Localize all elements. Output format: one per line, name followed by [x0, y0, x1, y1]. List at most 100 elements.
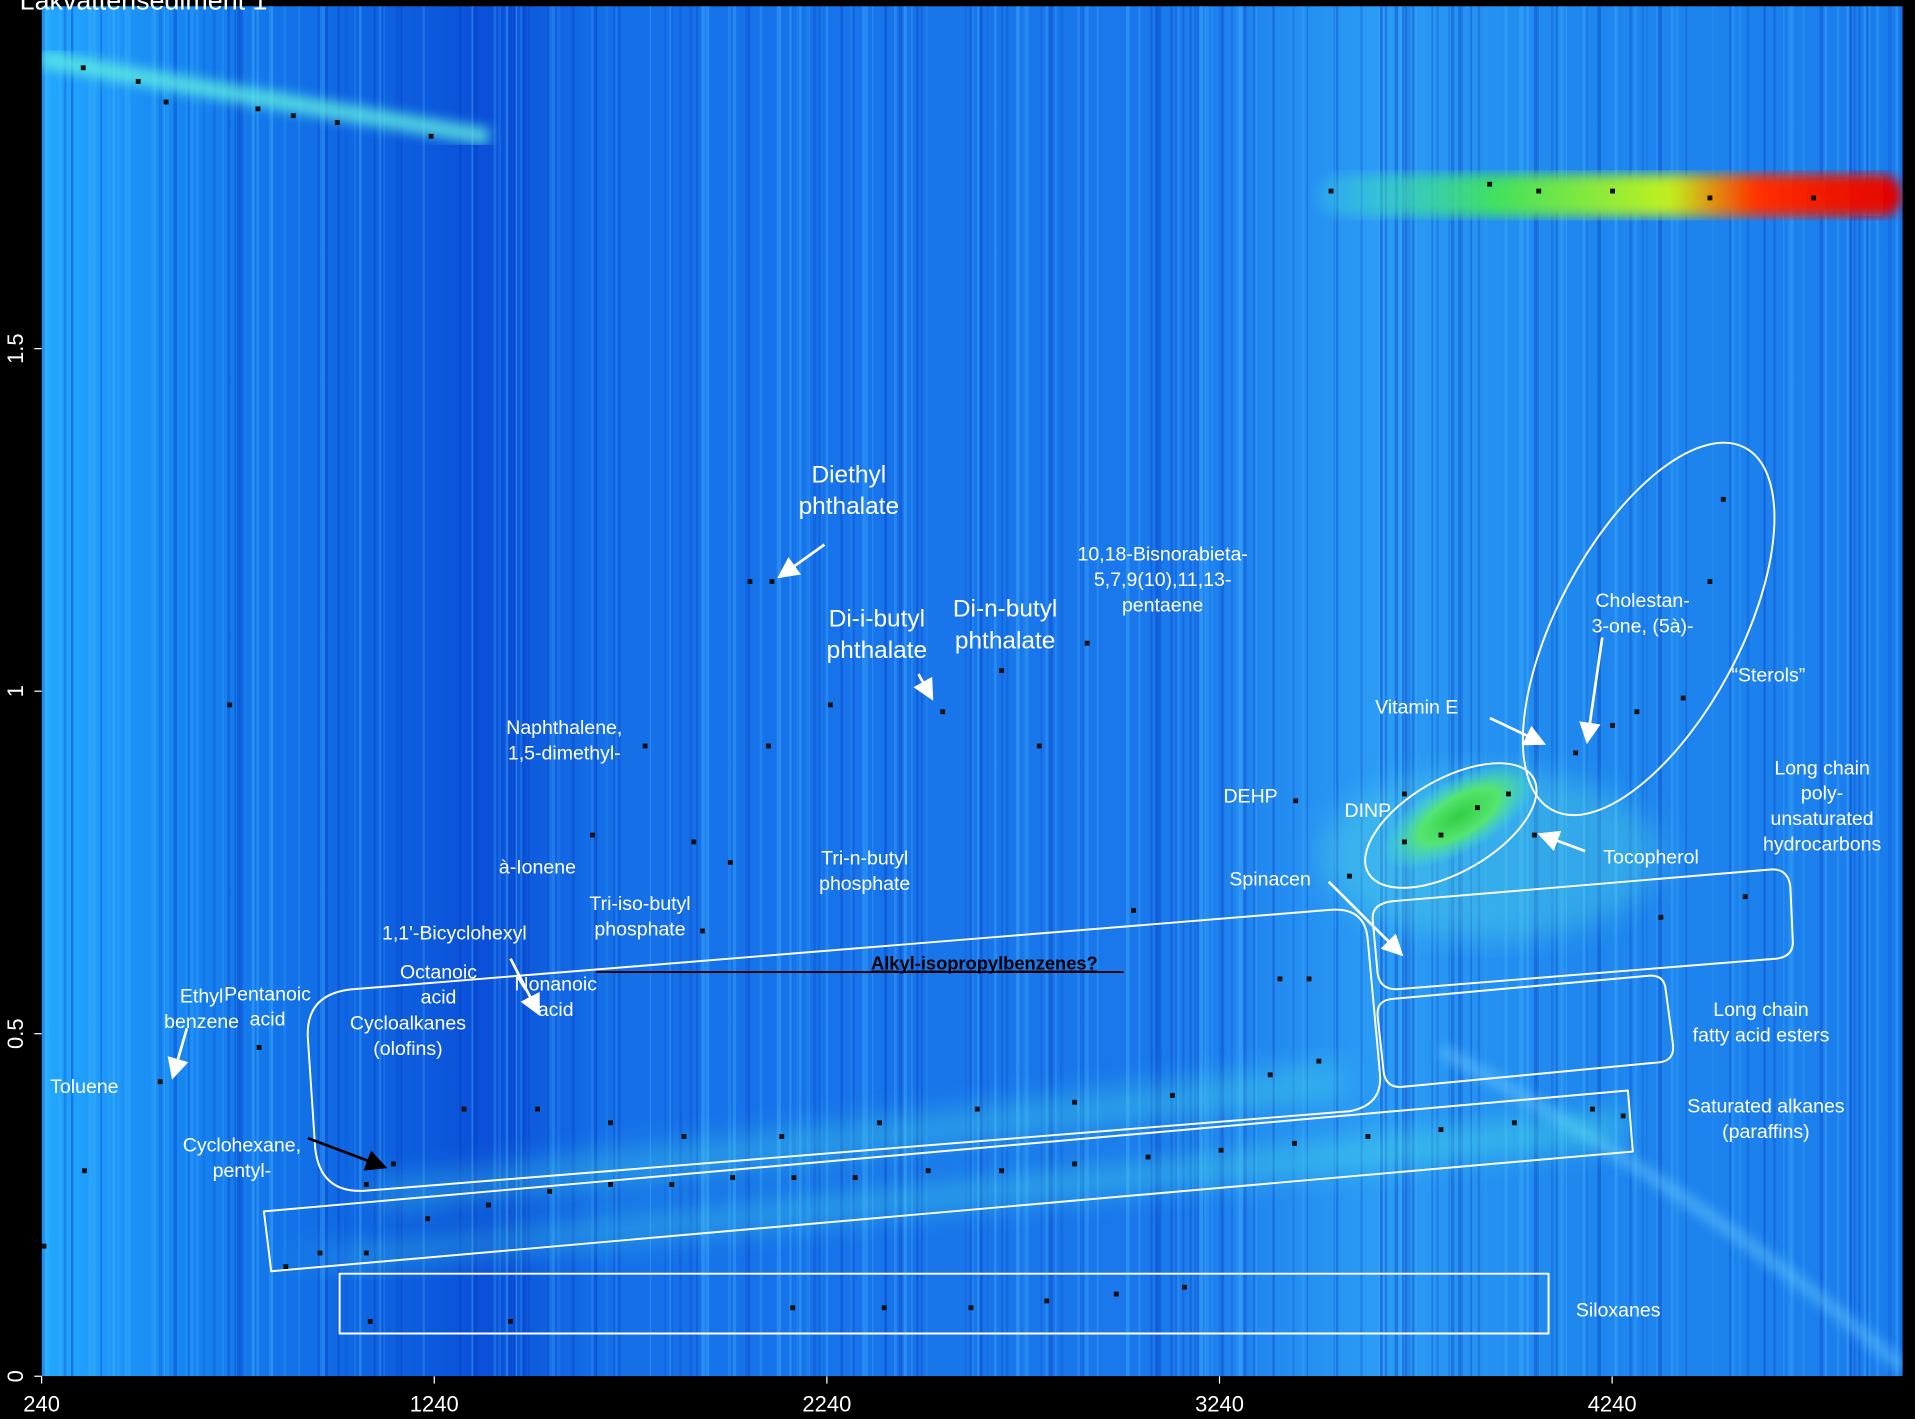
- streak: [222, 6, 225, 1377]
- streak: [1460, 6, 1463, 1377]
- streak: [1169, 6, 1174, 1377]
- peak: [1347, 873, 1352, 879]
- peak: [1658, 914, 1664, 920]
- y-axis-band: [0, 0, 42, 1419]
- streak: [732, 6, 737, 1377]
- streak: [1656, 6, 1658, 1377]
- peak: [1267, 1072, 1273, 1078]
- annotation: Tocopherol: [1603, 847, 1698, 869]
- streak: [1150, 6, 1153, 1377]
- streak: [593, 6, 598, 1377]
- streak: [1450, 6, 1455, 1377]
- streak: [1086, 6, 1089, 1377]
- streak: [820, 6, 823, 1377]
- streak: [1199, 6, 1203, 1377]
- streak: [381, 6, 383, 1377]
- peak: [425, 1216, 431, 1222]
- peak: [1475, 805, 1480, 811]
- streak: [283, 6, 287, 1377]
- streak: [400, 6, 403, 1377]
- streak: [903, 6, 907, 1377]
- peak: [608, 1181, 613, 1187]
- streak: [63, 6, 67, 1377]
- streak: [1404, 6, 1408, 1377]
- streak: [1253, 6, 1256, 1377]
- streak: [798, 6, 802, 1377]
- streak: [188, 6, 190, 1377]
- streak: [422, 6, 425, 1377]
- peak: [485, 1202, 491, 1208]
- annotation: Ethyl benzene: [164, 986, 239, 1033]
- streak: [1729, 6, 1732, 1377]
- streak: [1333, 6, 1336, 1377]
- streak: [547, 6, 549, 1377]
- peak: [157, 1079, 163, 1085]
- streak: [1863, 6, 1867, 1377]
- streak: [796, 6, 799, 1377]
- peak: [999, 1168, 1005, 1174]
- peak: [1438, 1127, 1444, 1133]
- peak: [334, 120, 340, 126]
- streak: [552, 6, 555, 1377]
- peak: [1292, 1140, 1297, 1146]
- streak: [779, 6, 782, 1377]
- streak: [1824, 6, 1827, 1377]
- streak: [324, 6, 329, 1377]
- peak: [1145, 1154, 1151, 1160]
- streak: [759, 6, 763, 1377]
- streak: [994, 6, 997, 1377]
- peak: [769, 579, 775, 585]
- streak: [915, 6, 919, 1377]
- annotation: Nonanoic acid: [515, 974, 598, 1021]
- streak: [1394, 6, 1398, 1377]
- streak: [1436, 6, 1439, 1377]
- annotation: Naphthalene, 1,5-dimethyl-: [506, 717, 622, 764]
- peak: [1169, 1092, 1175, 1098]
- streak: [979, 6, 983, 1377]
- annotation: 1,1'-Bicyclohexyl: [382, 922, 527, 944]
- streak: [195, 6, 199, 1377]
- streak: [383, 6, 385, 1377]
- peak: [41, 1243, 47, 1249]
- peak: [1316, 1058, 1322, 1064]
- streak: [373, 6, 376, 1377]
- arrows: [167, 543, 1604, 1171]
- streak: [493, 6, 497, 1377]
- streak: [202, 6, 206, 1377]
- streak: [664, 6, 666, 1377]
- streak: [237, 6, 240, 1377]
- peak: [791, 1175, 797, 1181]
- peak: [1277, 976, 1283, 982]
- streak: [1641, 6, 1645, 1377]
- streak: [825, 6, 829, 1377]
- annotation: à-Ionene: [499, 856, 576, 878]
- streak: [337, 6, 341, 1377]
- streak: [1077, 6, 1081, 1377]
- peak: [256, 1044, 262, 1050]
- streak: [1240, 6, 1244, 1377]
- peak: [367, 1319, 373, 1324]
- peak: [779, 1134, 785, 1139]
- peak: [1742, 894, 1748, 900]
- peak: [507, 1319, 513, 1324]
- streak: [872, 6, 874, 1377]
- streak: [1411, 6, 1416, 1377]
- peak: [1634, 709, 1640, 715]
- streak: [166, 6, 169, 1377]
- streak: [1255, 6, 1258, 1377]
- streak: [1521, 6, 1524, 1377]
- streak: [127, 6, 131, 1377]
- streak: [1384, 6, 1388, 1377]
- peak: [1707, 579, 1713, 585]
- annotation: Tri-iso-butyl phosphate: [589, 893, 690, 940]
- streak: [320, 6, 324, 1377]
- streak: [696, 6, 698, 1377]
- streak: [41, 6, 46, 1377]
- streak: [649, 6, 652, 1377]
- annotation: Spinacen: [1229, 869, 1310, 891]
- streak: [190, 6, 194, 1377]
- streak: [112, 6, 116, 1377]
- peak: [747, 579, 753, 585]
